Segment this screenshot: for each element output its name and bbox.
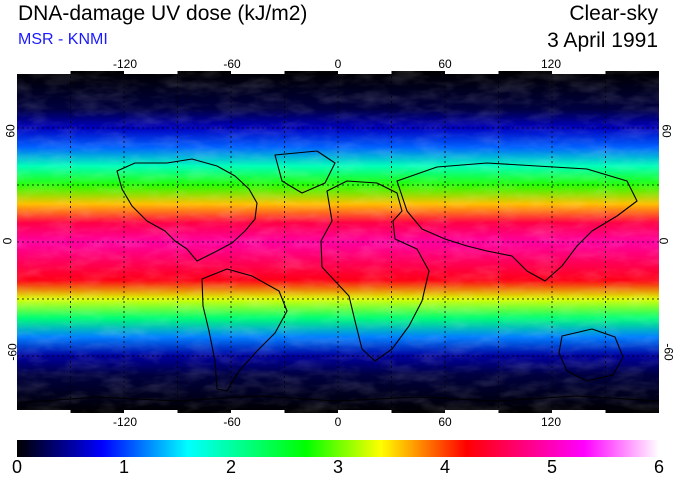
map-title: DNA-damage UV dose (kJ/m2): [18, 2, 308, 25]
europe-africa-coast: [320, 180, 430, 362]
uv-dose-map: [17, 71, 659, 413]
lon-tick-top: 120: [540, 57, 562, 71]
colorbar-gradient: [17, 440, 659, 457]
frame-tick: [552, 71, 606, 74]
colorbar: [17, 440, 659, 457]
lat-tick-right: 60: [659, 124, 674, 138]
lon-tick-top: -120: [112, 57, 138, 71]
lon-tick-top: -60: [223, 57, 241, 71]
colorbar-label: 0: [11, 457, 23, 477]
sky-condition: Clear-sky: [569, 2, 658, 25]
frame-tick: [124, 410, 178, 413]
south-america-coast: [201, 268, 288, 392]
lat-tick-right: -60: [661, 343, 676, 361]
frame-tick: [17, 71, 71, 74]
colorbar-label: 4: [439, 457, 451, 477]
australia-coast: [558, 328, 624, 382]
lon-tick-top: 60: [438, 57, 452, 71]
frame-tick: [445, 410, 499, 413]
lon-tick-top: 0: [334, 57, 342, 71]
colorbar-label: 2: [225, 457, 237, 477]
colorbar-label: 6: [653, 457, 665, 477]
colorbar-label: 5: [546, 457, 558, 477]
frame-tick: [17, 410, 71, 413]
lon-tick-bottom: -60: [223, 415, 241, 429]
frame-tick: [338, 71, 392, 74]
lat-tick-left: 60: [3, 124, 18, 138]
north-america-coast: [116, 158, 258, 262]
frame-tick: [231, 410, 285, 413]
frame-tick: [124, 71, 178, 74]
date-label: 3 April 1991: [547, 29, 658, 52]
colorbar-label: 3: [332, 457, 344, 477]
lon-tick-bottom: 60: [438, 415, 452, 429]
gridlines: [17, 71, 659, 413]
frame-tick: [231, 71, 285, 74]
greenland-coast: [274, 150, 336, 194]
antarctica-coast: [17, 395, 659, 404]
frame-ticks: [17, 71, 606, 413]
colorbar-label: 1: [118, 457, 130, 477]
frame-tick: [338, 410, 392, 413]
lat-tick-left: 0: [0, 237, 15, 245]
lon-tick-bottom: -120: [112, 415, 138, 429]
source-label: MSR - KNMI: [18, 31, 108, 48]
coastlines: [17, 150, 659, 404]
frame-tick: [552, 410, 606, 413]
asia-coast: [396, 162, 638, 282]
frame-tick: [445, 71, 499, 74]
lon-tick-bottom: 0: [334, 415, 342, 429]
lon-tick-bottom: 120: [540, 415, 562, 429]
